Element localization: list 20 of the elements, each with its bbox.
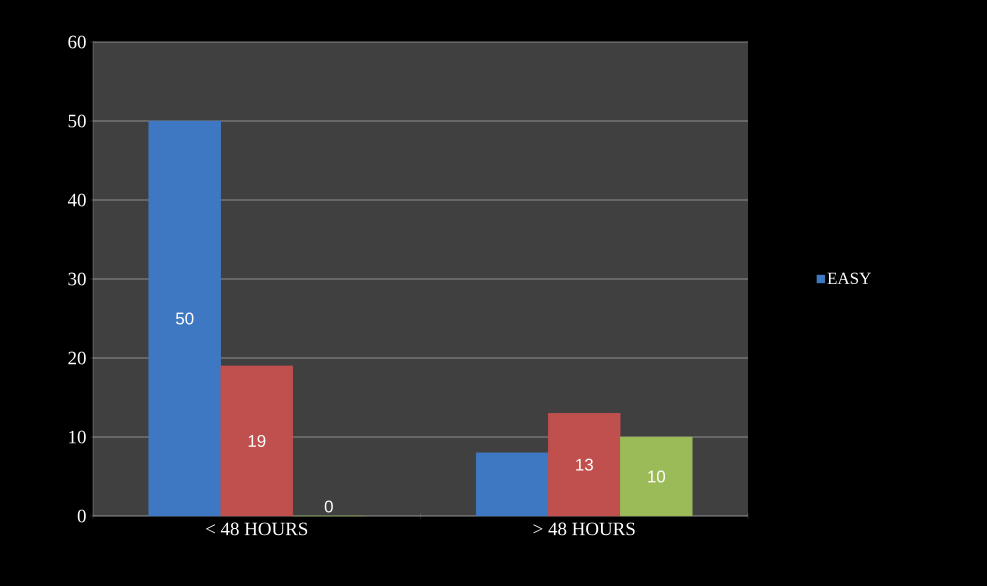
x-tick-label: < 48 HOURS — [206, 522, 308, 536]
legend-label: EASY — [828, 272, 871, 284]
y-tick-label: 30 — [68, 272, 86, 286]
bar — [620, 436, 693, 516]
y-tick-label: 10 — [69, 430, 86, 444]
y-tick-label: 20 — [68, 352, 86, 364]
bar — [548, 413, 620, 516]
y-tick-label: 50 — [68, 114, 86, 128]
y-tick-label: 0 — [78, 510, 86, 522]
y-tick-label: 40 — [68, 194, 86, 206]
y-tick-label: 60 — [68, 36, 86, 48]
bar — [476, 452, 548, 516]
bar — [220, 366, 293, 516]
data-label: 10 — [648, 470, 666, 482]
data-label: 0 — [324, 500, 333, 512]
data-label: 13 — [576, 458, 593, 471]
data-label: 19 — [248, 434, 266, 447]
x-tick-label: > 48 HOURS — [534, 522, 635, 536]
bar — [148, 120, 221, 516]
data-label: 50 — [176, 312, 194, 324]
